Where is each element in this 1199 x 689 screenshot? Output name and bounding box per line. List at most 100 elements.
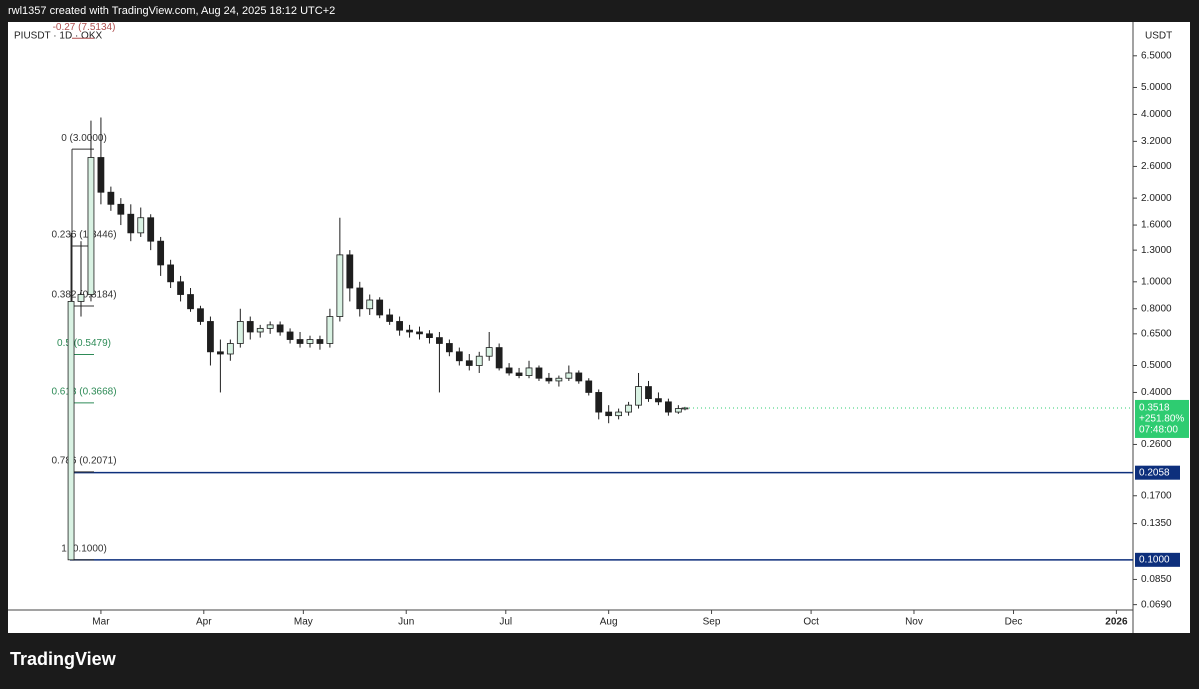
candle-body bbox=[665, 401, 672, 413]
y-tick-label: 2.6000 bbox=[1141, 161, 1172, 172]
candle-body bbox=[396, 321, 403, 331]
candle-body bbox=[575, 372, 583, 382]
candle-body bbox=[306, 339, 314, 344]
candle bbox=[625, 401, 632, 416]
candle-body bbox=[445, 343, 453, 353]
y-tick-label: 1.0000 bbox=[1141, 276, 1172, 287]
candle bbox=[475, 351, 483, 373]
candle-body bbox=[187, 294, 194, 310]
x-tick-label: Sep bbox=[703, 617, 721, 628]
y-tick-label: 1.6000 bbox=[1141, 220, 1172, 231]
y-tick-label: 0.1700 bbox=[1141, 490, 1172, 501]
candle-body bbox=[107, 191, 115, 205]
candle-body bbox=[406, 329, 413, 333]
candle bbox=[187, 288, 194, 312]
y-tick-label: 4.0000 bbox=[1141, 109, 1172, 120]
last-change: +251.80% bbox=[1139, 414, 1184, 425]
candle-body bbox=[157, 240, 165, 266]
candle-body bbox=[495, 347, 503, 369]
candle-body bbox=[416, 331, 423, 335]
candle bbox=[147, 214, 155, 251]
candle bbox=[674, 405, 682, 414]
candle bbox=[465, 353, 473, 371]
countdown: 07:48:00 bbox=[1139, 425, 1178, 436]
candle bbox=[77, 241, 85, 317]
candle bbox=[565, 365, 573, 381]
candle bbox=[485, 331, 493, 361]
candle-body bbox=[137, 217, 145, 234]
candle-body bbox=[296, 339, 304, 344]
candle bbox=[386, 308, 394, 325]
candle bbox=[266, 321, 274, 334]
y-tick-label: 5.0000 bbox=[1141, 82, 1172, 93]
candle-body bbox=[366, 299, 374, 310]
candle-body bbox=[246, 321, 254, 333]
candle bbox=[525, 360, 533, 379]
candle-body bbox=[197, 308, 204, 322]
candle-body bbox=[316, 339, 324, 344]
candle bbox=[107, 186, 115, 211]
y-tick-label: 0.5000 bbox=[1141, 360, 1172, 371]
candle bbox=[515, 367, 523, 379]
candle bbox=[346, 250, 354, 302]
candle bbox=[366, 294, 374, 315]
candle-body bbox=[117, 203, 125, 215]
candle bbox=[535, 365, 543, 381]
x-tick-label: Mar bbox=[92, 617, 110, 628]
level-tag bbox=[1135, 552, 1180, 567]
candle-body bbox=[605, 411, 613, 417]
candle bbox=[286, 328, 294, 344]
candle bbox=[635, 372, 642, 409]
candle-body bbox=[655, 398, 662, 403]
fib-label: 0.786 (0.2071) bbox=[51, 456, 116, 467]
candle-body bbox=[236, 321, 244, 344]
candle bbox=[177, 275, 184, 302]
candle bbox=[316, 335, 324, 350]
candle bbox=[356, 281, 364, 317]
candle bbox=[336, 217, 344, 322]
fib-label: 1 (0.1000) bbox=[61, 543, 107, 554]
candle bbox=[585, 378, 593, 396]
candle bbox=[406, 324, 413, 338]
candle bbox=[127, 204, 135, 242]
candle-body bbox=[127, 213, 135, 234]
candle bbox=[276, 321, 284, 336]
candle-body bbox=[545, 377, 553, 382]
candle-body bbox=[376, 299, 384, 316]
candle bbox=[416, 326, 423, 340]
last-price: 0.3518 bbox=[1139, 403, 1170, 414]
candle bbox=[665, 398, 672, 416]
plot: 6.5000 5.0000 4.0000 3.2000 2.6000 2.0000 1.60… bbox=[51, 22, 1189, 628]
candle bbox=[246, 316, 254, 340]
candle-body bbox=[87, 157, 95, 295]
candle bbox=[296, 331, 304, 348]
level-tag bbox=[1135, 465, 1180, 480]
candle-body bbox=[356, 287, 364, 310]
candle bbox=[197, 305, 204, 325]
candle-body bbox=[286, 331, 294, 340]
candle bbox=[455, 347, 463, 366]
candle bbox=[117, 198, 125, 226]
last-price-tag bbox=[1135, 399, 1189, 438]
y-tick-label: 0.0690 bbox=[1141, 599, 1172, 610]
x-tick-label: Nov bbox=[905, 617, 923, 628]
fib-label: 0.236 (1.3446) bbox=[51, 230, 116, 241]
candle bbox=[217, 339, 224, 393]
candle-body bbox=[585, 380, 593, 393]
candle-body bbox=[525, 367, 533, 376]
candle-body bbox=[625, 404, 632, 413]
candle-body bbox=[426, 333, 433, 338]
candle-body bbox=[207, 321, 214, 353]
candle bbox=[436, 331, 443, 393]
logo[interactable]: TradingView bbox=[10, 649, 117, 669]
candle-body bbox=[635, 386, 642, 406]
candle-body bbox=[346, 254, 354, 289]
header-text: rwl1357 created with TradingView.com, Au… bbox=[8, 5, 335, 17]
candle-body bbox=[217, 351, 224, 355]
candle bbox=[545, 372, 553, 384]
y-tick-label: 0.8000 bbox=[1141, 303, 1172, 314]
y-tick-label: 0.2600 bbox=[1141, 439, 1172, 450]
candle-body bbox=[674, 408, 682, 413]
candle bbox=[97, 117, 105, 205]
